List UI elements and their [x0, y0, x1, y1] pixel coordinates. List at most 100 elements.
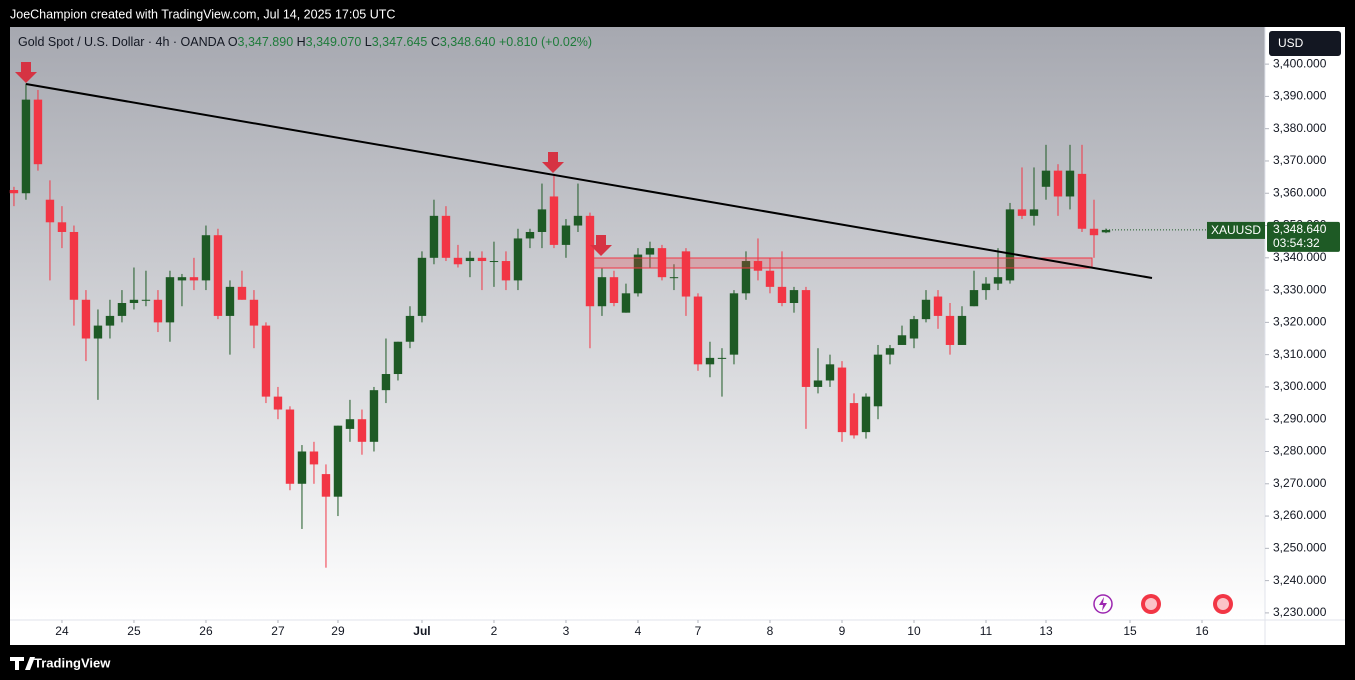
candle-body — [1005, 209, 1015, 281]
candle-body — [105, 315, 115, 326]
candle-body — [645, 248, 655, 255]
arrows — [15, 62, 612, 256]
x-tick-label: 27 — [271, 624, 285, 638]
x-tick-label: 4 — [635, 624, 642, 638]
x-tick-label: 9 — [839, 624, 846, 638]
candle-body — [921, 299, 931, 320]
candle-body — [837, 367, 847, 433]
candle-body — [1017, 209, 1027, 216]
candle-body — [1053, 170, 1063, 197]
candle-body — [417, 257, 427, 316]
candle-body — [465, 257, 475, 262]
icon — [1099, 597, 1107, 611]
x-tick-label: 3 — [563, 624, 570, 638]
y-tick-label: 3,250.000 — [1273, 541, 1327, 555]
x-tick-label: 16 — [1195, 624, 1209, 638]
y-tick-label: 3,340.000 — [1273, 250, 1327, 264]
candle-body — [597, 277, 607, 307]
candle-body — [321, 474, 331, 497]
candle-body — [969, 290, 979, 307]
x-tick-label: 11 — [980, 624, 993, 638]
plot-area — [10, 27, 1265, 620]
candle-body — [129, 299, 139, 304]
candle-body — [69, 231, 79, 300]
legend-key: L — [365, 35, 372, 49]
candle-body — [393, 341, 403, 375]
candle-body — [273, 396, 283, 410]
currency-button[interactable] — [1269, 31, 1341, 56]
candle-body — [1077, 173, 1087, 229]
legend-key: H — [297, 35, 306, 49]
y-tick-label: 3,400.000 — [1273, 56, 1327, 70]
candle-body — [261, 325, 271, 397]
price-label: 3,348.640 — [1273, 222, 1327, 236]
candle-body — [57, 222, 67, 232]
x-tick-label: 24 — [55, 624, 69, 638]
candle-body — [453, 257, 463, 265]
candle-body — [873, 354, 883, 407]
candle-body — [489, 261, 499, 263]
x-tick-label: 13 — [1039, 624, 1053, 638]
candle-body — [1089, 228, 1099, 236]
x-tick-label: 2 — [491, 624, 498, 638]
x-tick-label: 25 — [127, 624, 141, 638]
y-tick-label: 3,300.000 — [1273, 379, 1327, 393]
y-tick-label: 3,380.000 — [1273, 121, 1327, 135]
icon[interactable] — [1093, 594, 1113, 614]
y-tick-label: 3,230.000 — [1273, 605, 1327, 619]
legend-key: O — [228, 35, 238, 49]
logo — [10, 657, 35, 670]
candle-body — [741, 261, 751, 294]
candle-body — [981, 283, 991, 291]
candle-body — [297, 451, 307, 484]
currency[interactable]: USD — [1278, 36, 1304, 50]
ohlc-legend: Gold Spot / U.S. Dollar · 4h · OANDA O3,… — [18, 35, 592, 49]
candle-body — [801, 290, 811, 387]
candle-body — [9, 190, 19, 194]
y-tick-label: 3,360.000 — [1273, 185, 1327, 199]
x-tick-label: 7 — [695, 624, 702, 638]
candle-body — [501, 261, 511, 281]
candle-body — [21, 99, 31, 194]
candle-body — [93, 325, 103, 339]
candle-body — [513, 238, 523, 281]
candle-body — [333, 425, 343, 497]
candle-body — [369, 390, 379, 442]
candle-body — [189, 277, 199, 281]
y-tick-label: 3,290.000 — [1273, 411, 1327, 425]
candle-body — [705, 357, 715, 365]
x-tick-label: 29 — [331, 624, 345, 638]
candle-body — [621, 293, 631, 313]
resistance-zone — [592, 257, 1093, 269]
legend-key: C — [431, 35, 440, 49]
candle-body — [477, 257, 487, 262]
candle-body — [177, 277, 187, 281]
legend-title: Gold Spot / U.S. Dollar · 4h · OANDA — [18, 35, 226, 49]
candle-body — [249, 299, 259, 326]
candle-body — [717, 357, 727, 359]
y-tick-label: 3,280.000 — [1273, 444, 1327, 458]
y-tick-label: 3,240.000 — [1273, 573, 1327, 587]
candle-body — [609, 277, 619, 304]
candle-body — [561, 225, 571, 245]
candles — [9, 83, 1111, 568]
candle-body — [573, 215, 583, 226]
icon — [1145, 598, 1157, 610]
x-tick-label: Jul — [413, 624, 430, 638]
candle-body — [141, 299, 151, 301]
price-box — [1267, 221, 1340, 252]
y-tick-label: 3,330.000 — [1273, 282, 1327, 296]
candle-body — [765, 270, 775, 287]
candle-body — [753, 261, 763, 271]
candle-body — [285, 409, 295, 484]
y-tick-label: 3,370.000 — [1273, 153, 1327, 167]
candle-body — [357, 419, 367, 442]
brand: TradingView — [34, 655, 111, 670]
candle-body — [309, 451, 319, 465]
candle-body — [789, 290, 799, 304]
legend-text: Gold Spot / U.S. Dollar · 4h · OANDA O3,… — [18, 35, 592, 49]
candle-body — [1101, 229, 1111, 233]
candle-body — [849, 403, 859, 436]
